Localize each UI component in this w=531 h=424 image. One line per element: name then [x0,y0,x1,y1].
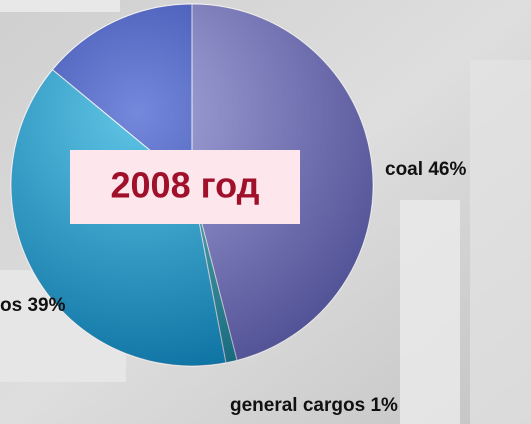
slice-category: general cargos [230,395,365,416]
column-decoration [470,60,531,424]
slice-value: 46% [428,159,466,180]
column-decoration [400,200,460,424]
slice-label: general cargos 1% [230,395,398,416]
slice-category: os [0,295,22,316]
slice-category: coal [385,159,423,180]
slice-label: os 39% [0,295,66,316]
slice-label: coal 46% [385,159,466,180]
slice-value: 39% [27,295,65,316]
slice-value: 1% [370,395,398,416]
chart-title: 2008 год [111,165,260,206]
labels: coal 46% general cargos 1% os 39% [0,159,466,416]
title-box [70,150,300,224]
header-strip [0,0,120,12]
